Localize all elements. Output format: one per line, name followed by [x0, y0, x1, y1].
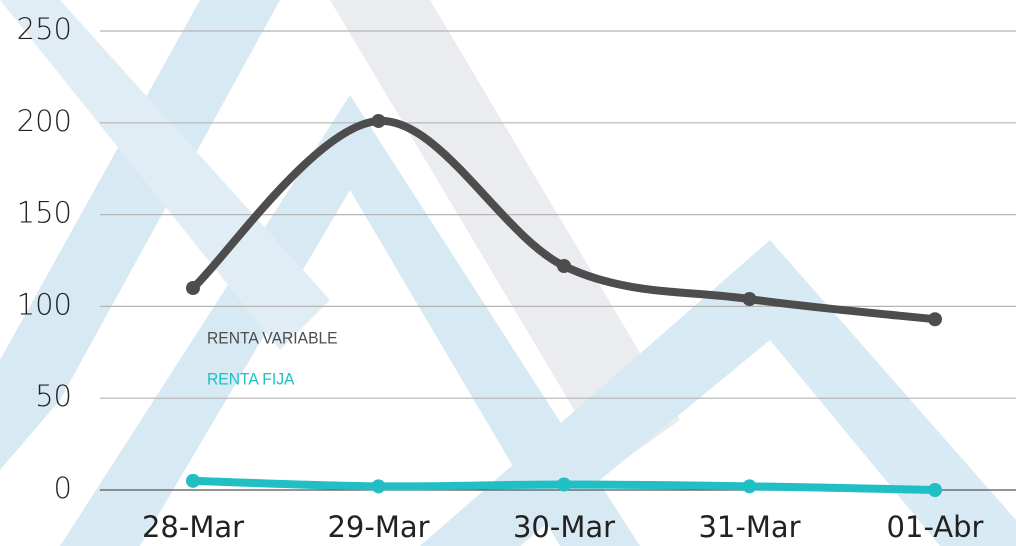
x-tick-label: 31-Mar [698, 510, 800, 544]
y-tick-label: 50 [35, 379, 72, 413]
point [743, 479, 757, 493]
legend-label: RENTA VARIABLE [207, 329, 338, 348]
y-tick-label: 100 [17, 287, 72, 321]
x-tick-label: 01-Abr [887, 510, 984, 544]
point [557, 477, 571, 491]
page: 0 50 100 150 200 250 28-Mar 29-Mar 30-Mar 31-Mar 0… [0, 0, 1016, 546]
y-tick-label: 250 [17, 12, 72, 46]
y-tick-label: 0 [54, 471, 72, 505]
point [928, 483, 942, 497]
point [186, 474, 200, 488]
watermark [0, 0, 1016, 546]
point [928, 312, 942, 326]
x-tick-label: 28-Mar [142, 510, 244, 544]
x-tick-label: 29-Mar [327, 510, 429, 544]
point [186, 281, 200, 295]
point [557, 259, 571, 273]
chart: 0 50 100 150 200 250 28-Mar 29-Mar 30-Mar 31-Mar 0… [0, 0, 1016, 546]
point [372, 114, 386, 128]
legend-label: RENTA FIJA [207, 370, 295, 389]
y-tick-label: 200 [17, 104, 72, 138]
point [372, 479, 386, 493]
x-tick-label: 30-Mar [513, 510, 615, 544]
point [743, 292, 757, 306]
y-tick-label: 150 [17, 196, 72, 230]
